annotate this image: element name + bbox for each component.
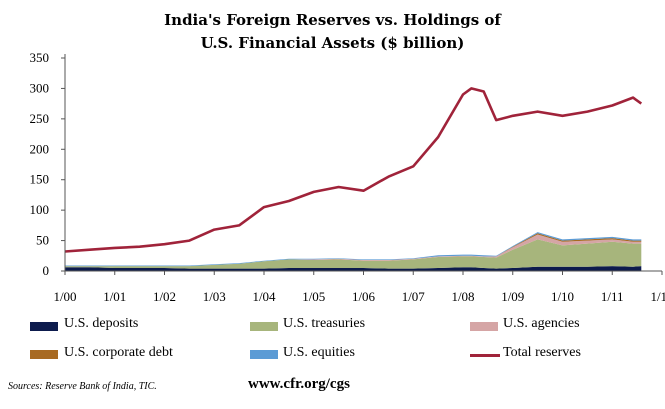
x-tick-label: 1/04 (252, 289, 276, 304)
area-u-s-deposits (65, 266, 642, 271)
legend-swatch (30, 322, 58, 331)
chart-title: India's Foreign Reserves vs. Holdings of (164, 11, 501, 29)
y-tick-label: 350 (30, 50, 50, 65)
x-tick-label: 1/03 (203, 289, 226, 304)
reserves-line (64, 87, 643, 253)
site-url: www.cfr.org/cgs (248, 376, 350, 392)
legend-label: U.S. corporate debt (64, 345, 173, 360)
legend-label: U.S. equities (283, 345, 355, 360)
x-tick-label: 1/08 (451, 289, 474, 304)
stacked-areas (65, 232, 642, 271)
x-tick-label: 1/07 (402, 289, 426, 304)
legend-label: Total reserves (503, 345, 581, 360)
legend-label: U.S. deposits (64, 316, 139, 331)
legend-swatch (470, 322, 498, 331)
legend-label: U.S. agencies (503, 316, 580, 331)
x-tick-label: 1/00 (53, 289, 76, 304)
x-tick-label: 1/09 (501, 289, 524, 304)
area-u-s-equities (65, 232, 642, 267)
x-tick-label: 1/05 (302, 289, 325, 304)
source-note: Sources: Reserve Bank of India, TIC. (8, 381, 157, 392)
x-tick-label: 1/11 (601, 289, 624, 304)
y-tick-label: 0 (43, 263, 50, 278)
legend-label: U.S. treasuries (283, 316, 366, 331)
y-tick-label: 100 (30, 202, 50, 217)
area-u-s-treasuries (65, 239, 642, 269)
x-tick-label: 1/01 (103, 289, 126, 304)
series-line-total-reserves (64, 87, 643, 253)
x-tick-label: 1/02 (153, 289, 176, 304)
y-tick-label: 200 (30, 141, 50, 156)
y-tick-label: 50 (36, 233, 49, 248)
y-tick-label: 250 (30, 111, 50, 126)
x-tick-label: 1/06 (352, 289, 376, 304)
y-tick-label: 300 (30, 80, 50, 95)
legend-swatch (250, 350, 278, 359)
chart-subtitle: U.S. Financial Assets ($ billion) (200, 34, 465, 52)
legend-swatch (470, 354, 500, 357)
axes: 0 50 100 150 200 250 300 350 1/00 1/01 1/02 1/03 1/0… (30, 50, 665, 304)
legend-swatch (30, 350, 58, 359)
legend-swatch (250, 322, 278, 331)
area-u-s-agencies (65, 234, 642, 267)
x-tick-label: 1/12 (650, 289, 665, 304)
y-tick-label: 150 (30, 172, 50, 187)
x-tick-label: 1/10 (551, 289, 574, 304)
